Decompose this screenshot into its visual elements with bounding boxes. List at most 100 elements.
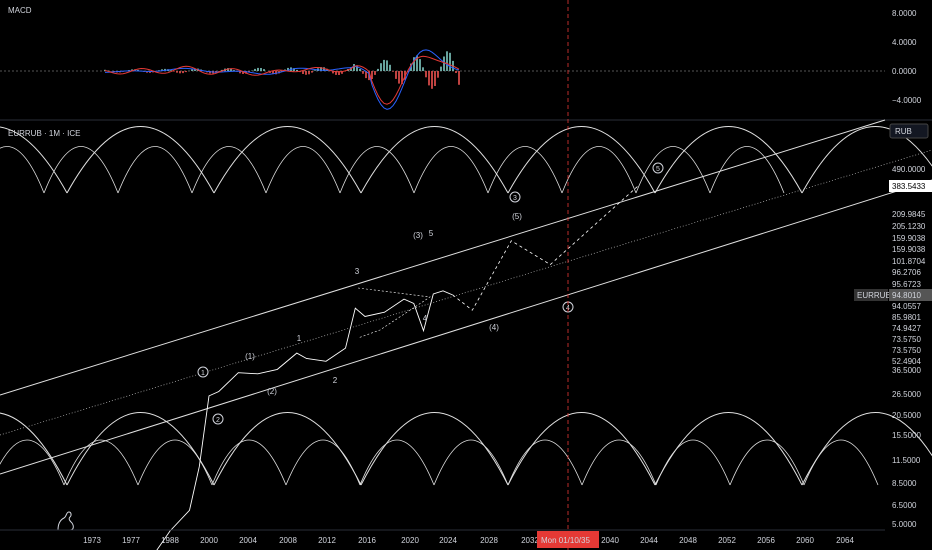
- circled-wave-marker: [509, 191, 521, 203]
- date-tick: 2048: [679, 536, 697, 545]
- cycle-arc-top: [507, 126, 656, 194]
- symbol-badge: [854, 289, 888, 301]
- cycle-arc-bottom: [0, 412, 68, 486]
- cycle-arc-top: [801, 126, 932, 194]
- date-tick: 1988: [161, 536, 179, 545]
- projection-path: [452, 185, 639, 311]
- cycle-arc-small: [191, 146, 267, 194]
- cycle-arc-small: [117, 146, 193, 194]
- cycle-arc-bottom-small: [359, 439, 435, 486]
- cycle-arc-bottom-small: [63, 439, 139, 486]
- price-line: [156, 290, 453, 550]
- circled-wave-marker: [197, 366, 209, 378]
- cycle-arc-bottom: [654, 412, 803, 486]
- cycle-arc-bottom: [66, 412, 215, 486]
- cycle-arc-bottom-small: [285, 439, 361, 486]
- cycle-arc-top: [0, 126, 68, 194]
- wave-label: (2): [267, 387, 277, 396]
- wave-label: (4): [489, 323, 499, 332]
- price-tick: 95.6723: [892, 280, 921, 289]
- macd-tick: 4.0000: [892, 38, 917, 47]
- cycle-arc-small: [265, 146, 341, 194]
- cycle-arc-bottom: [213, 412, 362, 486]
- current-price-label: 94.8010: [892, 291, 921, 300]
- date-tick: 2056: [757, 536, 775, 545]
- price-axis[interactable]: 490.0000 209.9845 205.1230 159.9038 159.9038…: [892, 165, 926, 529]
- wave-label: 1: [297, 334, 302, 343]
- date-tick: 2016: [358, 536, 376, 545]
- cycle-arc-small: [635, 146, 711, 194]
- marker-price-badge: [889, 180, 932, 192]
- channel-lower: [0, 179, 932, 475]
- cycle-arc-small: [487, 146, 563, 194]
- date-tick: 2012: [318, 536, 336, 545]
- currency-badge-label: RUB: [895, 127, 912, 136]
- time-axis[interactable]: 1973 1977 1988 2000 2004 2008 2012 2016 2020 2024…: [83, 536, 854, 545]
- cursor-date-badge: [537, 531, 599, 548]
- date-tick: 2008: [279, 536, 297, 545]
- date-tick: 2052: [718, 536, 736, 545]
- price-tick: 490.0000: [892, 165, 926, 174]
- price-tick: 6.5000: [892, 501, 917, 510]
- price-tick: 52.4904: [892, 357, 921, 366]
- macd-line: [104, 49, 460, 110]
- cycle-arc-small: [561, 146, 637, 194]
- cycle-arc-bottom: [360, 412, 509, 486]
- date-tick: 2004: [239, 536, 257, 545]
- cycle-arc-bottom-small: [729, 439, 805, 486]
- macd-pane: MACD 8.0000 4.0000 0.0000 −4.0000: [0, 6, 922, 110]
- price-tick: 74.9427: [892, 324, 921, 333]
- date-tick: 2000: [200, 536, 218, 545]
- price-tick: 11.5000: [892, 456, 921, 465]
- date-tick: 1977: [122, 536, 140, 545]
- cycle-arc-bottom-small: [581, 439, 657, 486]
- macd-tick: 0.0000: [892, 67, 917, 76]
- channel-upper: [0, 119, 886, 396]
- cycle-arcs: [0, 126, 932, 486]
- price-tick: 8.5000: [892, 479, 917, 488]
- cycle-arc-bottom-small: [137, 439, 213, 486]
- circled-wave-label: 2: [216, 417, 220, 424]
- date-tick: 2044: [640, 536, 658, 545]
- price-tick: 20.5000: [892, 411, 921, 420]
- triangle-pattern: [357, 287, 431, 339]
- price-tick: 101.8704: [892, 257, 926, 266]
- circled-wave-marker: [212, 413, 224, 425]
- cycle-arc-bottom-small: [211, 439, 287, 486]
- price-tick: 209.9845: [892, 210, 926, 219]
- dinosaur-logo-icon[interactable]: [57, 511, 74, 531]
- cycle-arc-bottom: [507, 412, 656, 486]
- date-tick: 2064: [836, 536, 854, 545]
- price-tick: 15.5000: [892, 431, 921, 440]
- current-price-badge: [889, 289, 932, 301]
- wave-label: (3): [413, 231, 423, 240]
- price-tick: 26.5000: [892, 390, 921, 399]
- cycle-arc-top: [654, 126, 803, 194]
- cycle-arc-top: [213, 126, 362, 194]
- wave-label: 3: [355, 267, 360, 276]
- circled-wave-label: 3: [513, 195, 517, 202]
- macd-label: MACD: [8, 6, 32, 15]
- currency-badge[interactable]: [889, 123, 929, 139]
- circled-wave-label: 1: [201, 370, 205, 377]
- wave-label: 2: [333, 376, 338, 385]
- wave-label: 5: [429, 229, 434, 238]
- price-tick: 73.5750: [892, 346, 921, 355]
- price-tick: 5.0000: [892, 520, 917, 529]
- price-tick: 159.9038: [892, 245, 926, 254]
- date-tick: 2024: [439, 536, 457, 545]
- date-tick: 2028: [480, 536, 498, 545]
- price-channel: [0, 119, 932, 475]
- cycle-arc-small: [709, 146, 785, 194]
- symbol-title: EURRUB · 1M · ICE: [8, 129, 80, 138]
- price-tick: 85.9801: [892, 313, 921, 322]
- cycle-arc-bottom: [801, 412, 932, 486]
- cycle-arc-bottom-small: [507, 439, 583, 486]
- price-tick: 73.5750: [892, 335, 921, 344]
- macd-tick: 8.0000: [892, 9, 917, 18]
- date-tick: 2020: [401, 536, 419, 545]
